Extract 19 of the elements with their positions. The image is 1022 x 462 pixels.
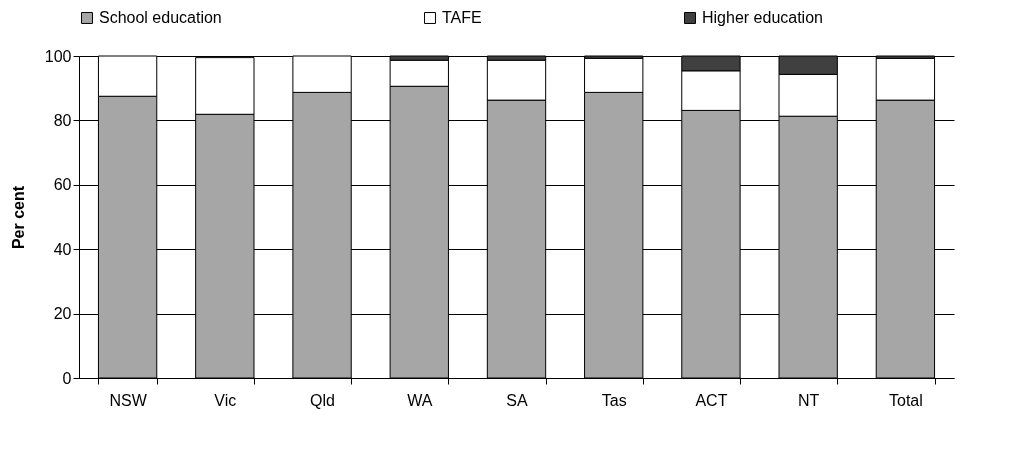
legend-label: School education [99,9,222,26]
x-tick-label: NSW [109,391,148,409]
y-tick-label: 100 [44,47,72,65]
y-tick-label: 20 [53,305,72,323]
x-tick-label: ACT [695,391,728,409]
x-tick-label: Total [888,391,923,409]
y-tick-label: 60 [53,176,72,194]
y-tick-label: 80 [53,111,72,129]
x-tick-label: Qld [310,391,336,409]
y-tick-label: 0 [62,369,72,387]
y-axis-title: Per cent [9,185,27,250]
x-tick-label: Tas [601,391,627,409]
legend-label: Higher education [702,9,823,26]
y-tick-label: 40 [53,240,72,258]
x-tick-label: WA [407,391,433,409]
x-tick-label: Vic [214,391,237,409]
x-tick-label: SA [506,391,528,409]
x-tick-label: NT [798,391,820,409]
legend-label: TAFE [442,9,482,26]
